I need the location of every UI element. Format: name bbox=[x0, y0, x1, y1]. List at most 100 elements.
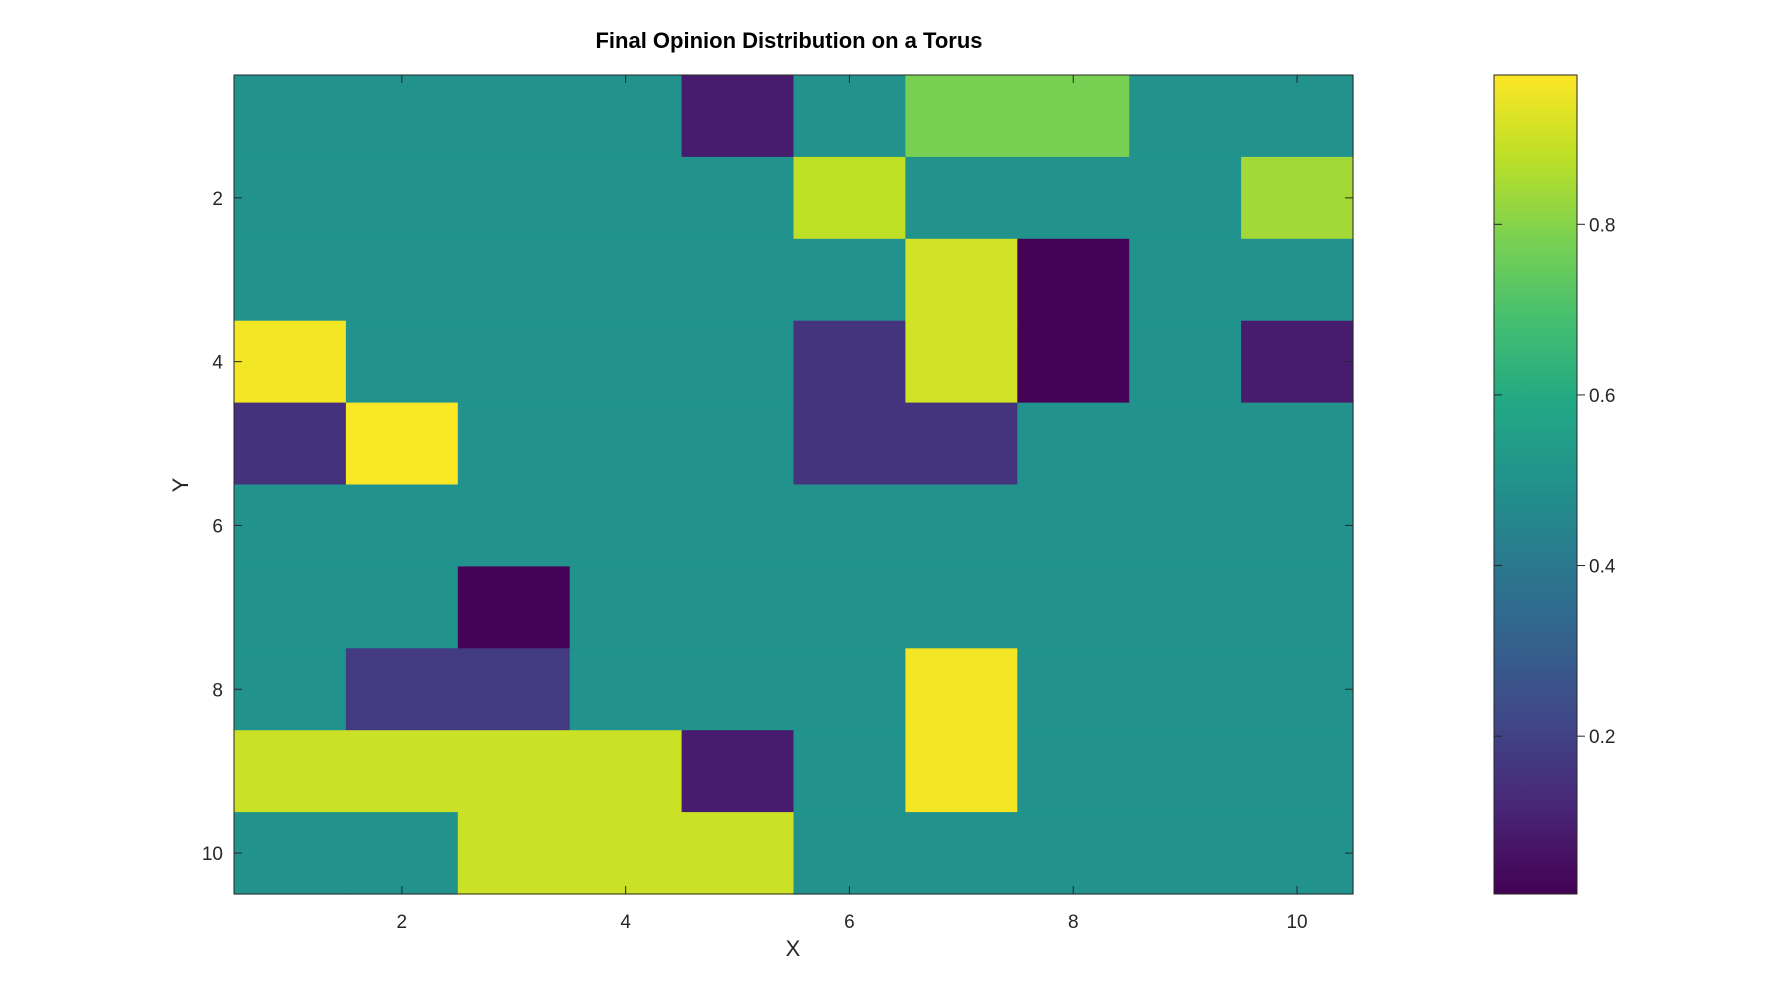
heatmap-cell bbox=[234, 484, 347, 567]
heatmap-cell bbox=[1017, 648, 1130, 731]
heatmap-cell bbox=[234, 320, 347, 404]
heatmap-cell bbox=[569, 75, 683, 158]
heatmap-cell bbox=[457, 566, 571, 649]
x-axis-ticks: 2 4 6 8 10 bbox=[397, 75, 1308, 933]
heatmap-cell bbox=[1241, 648, 1354, 731]
x-tick-label: 4 bbox=[620, 912, 631, 933]
x-tick-label: 2 bbox=[397, 912, 408, 933]
colorbar-ticks: 0.2 0.4 0.6 0.8 bbox=[1494, 215, 1616, 748]
heatmap-cell bbox=[1241, 566, 1354, 649]
heatmap-cell bbox=[234, 402, 347, 486]
heatmap-cell bbox=[345, 75, 459, 158]
heatmap-cell bbox=[569, 812, 683, 895]
heatmap-cell bbox=[1017, 320, 1130, 404]
y-tick-label: 10 bbox=[202, 844, 223, 865]
heatmap-cell bbox=[234, 648, 347, 731]
y-tick-label: 4 bbox=[212, 353, 223, 374]
heatmap-cell bbox=[457, 484, 571, 567]
heatmap-cell bbox=[681, 238, 795, 322]
heatmap-cell bbox=[1129, 156, 1242, 240]
heatmap-cell bbox=[905, 648, 1018, 731]
colorbar-tick-label: 0.2 bbox=[1589, 727, 1615, 748]
heatmap-cell bbox=[345, 156, 459, 240]
heatmap-cell bbox=[793, 812, 906, 895]
colorbar bbox=[1493, 74, 1578, 895]
heatmap-cell bbox=[569, 402, 683, 486]
heatmap-cell bbox=[1241, 75, 1354, 158]
heatmap-cell bbox=[681, 648, 795, 731]
colorbar-tick-label: 0.4 bbox=[1589, 557, 1616, 578]
heatmap-cell bbox=[1129, 484, 1242, 567]
heatmap-cell bbox=[793, 320, 906, 404]
heatmap-cell bbox=[569, 730, 683, 813]
heatmap-cell bbox=[234, 75, 347, 158]
heatmap-cell bbox=[905, 484, 1018, 567]
heatmap-cell bbox=[793, 75, 906, 158]
heatmap-cell bbox=[681, 730, 795, 813]
heatmap-cell bbox=[457, 730, 571, 813]
heatmap-cell bbox=[1241, 156, 1354, 240]
heatmap-cell bbox=[905, 730, 1018, 813]
heatmap-cell bbox=[905, 238, 1018, 322]
heatmap-cell bbox=[1129, 566, 1242, 649]
heatmap-cell bbox=[457, 320, 571, 404]
heatmap-cell bbox=[569, 156, 683, 240]
y-tick-label: 6 bbox=[212, 516, 223, 537]
heatmap-cell bbox=[345, 402, 459, 486]
heatmap-cell bbox=[1129, 320, 1242, 404]
heatmap-cell bbox=[1241, 238, 1354, 322]
heatmap-cell bbox=[345, 320, 459, 404]
heatmap-cell bbox=[1129, 648, 1242, 731]
heatmap-cell bbox=[457, 402, 571, 486]
heatmap-cell bbox=[1017, 402, 1130, 486]
heatmap-cell bbox=[681, 156, 795, 240]
heatmap-cell bbox=[1017, 812, 1130, 895]
heatmap-cell bbox=[793, 484, 906, 567]
heatmap-cell bbox=[345, 238, 459, 322]
heatmap-cell bbox=[345, 812, 459, 895]
heatmap-cell bbox=[905, 320, 1018, 404]
heatmap-cell bbox=[569, 648, 683, 731]
heatmap-cell bbox=[681, 566, 795, 649]
heatmap-cell bbox=[457, 156, 571, 240]
heatmap-cell bbox=[345, 730, 459, 813]
heatmap-cell bbox=[1241, 402, 1354, 486]
heatmap-cell bbox=[234, 156, 347, 240]
heatmap-cell bbox=[1017, 156, 1130, 240]
heatmap-cell bbox=[905, 156, 1018, 240]
heatmap-cell bbox=[1241, 484, 1354, 567]
heatmap-cell bbox=[1241, 320, 1354, 404]
heatmap-cell bbox=[234, 730, 347, 813]
heatmap-cell bbox=[234, 238, 347, 322]
heatmap-cell bbox=[457, 812, 571, 895]
heatmap-cell bbox=[793, 238, 906, 322]
heatmap-cell bbox=[345, 484, 459, 567]
heatmap-cell bbox=[905, 812, 1018, 895]
x-axis-label: X bbox=[786, 936, 801, 961]
heatmap-cell bbox=[793, 730, 906, 813]
colorbar-tick-label: 0.8 bbox=[1589, 215, 1615, 236]
plot-frame bbox=[233, 74, 1354, 895]
heatmap-cell bbox=[681, 402, 795, 486]
heatmap-cell bbox=[793, 566, 906, 649]
chart-title: Final Opinion Distribution on a Torus bbox=[595, 28, 982, 53]
x-tick-label: 10 bbox=[1286, 912, 1307, 933]
heatmap-cell bbox=[1129, 75, 1242, 158]
heatmap-cell bbox=[1017, 484, 1130, 567]
heatmap-cell bbox=[1017, 238, 1130, 322]
y-axis-ticks: 2 4 6 8 10 bbox=[202, 189, 1353, 865]
heatmap-cell bbox=[793, 402, 906, 486]
heatmap-cell bbox=[1241, 730, 1354, 813]
heatmap-cell bbox=[345, 648, 459, 731]
heatmap-cell bbox=[681, 75, 795, 158]
y-tick-label: 8 bbox=[212, 680, 223, 701]
heatmap-cell bbox=[569, 320, 683, 404]
heatmap-cell bbox=[569, 484, 683, 567]
heatmap-cell bbox=[1129, 402, 1242, 486]
heatmap-cell bbox=[345, 566, 459, 649]
heatmap-cell bbox=[681, 812, 795, 895]
heatmap-cell bbox=[1017, 75, 1130, 158]
y-axis-label: Y bbox=[168, 477, 193, 492]
